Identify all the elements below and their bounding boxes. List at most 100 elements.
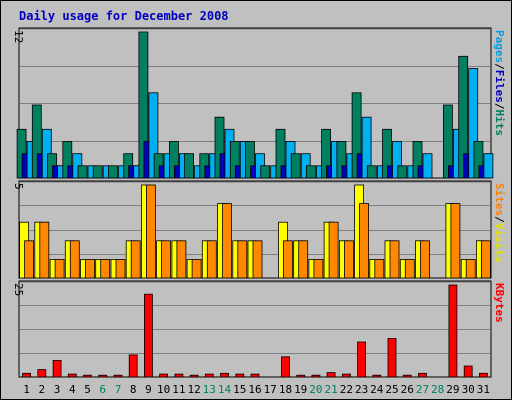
- bar-sites: [145, 184, 156, 279]
- bar-kbytes: [52, 359, 62, 378]
- bar-hits: [168, 141, 179, 179]
- bar-pages: [392, 141, 402, 179]
- y-axis-label-part: KBytes: [493, 283, 506, 323]
- bar-sites: [298, 240, 309, 279]
- bar-kbytes: [67, 373, 77, 378]
- bar-sites: [420, 240, 430, 279]
- bar-kbytes: [159, 373, 169, 378]
- x-tick-label: 16: [248, 383, 261, 396]
- x-tick-label: 30: [462, 383, 475, 396]
- bar-sites: [450, 203, 461, 279]
- x-tick-label: 10: [157, 383, 170, 396]
- bar-hits: [473, 141, 484, 179]
- bar-kbytes: [37, 369, 47, 378]
- bar-hits: [108, 165, 118, 179]
- bar-sites: [222, 203, 232, 279]
- y-axis-label-part: /: [493, 216, 506, 223]
- bar-sites: [130, 240, 141, 279]
- bar-pages: [148, 92, 159, 179]
- bar-sites: [343, 240, 354, 279]
- bar-sites: [24, 240, 35, 279]
- y-axis-label-part: Pages: [493, 30, 506, 63]
- bar-sites: [115, 258, 126, 279]
- y-max-label: 25: [12, 283, 25, 296]
- x-tick-label: 22: [340, 383, 353, 396]
- x-tick-label: 20: [309, 383, 322, 396]
- y-axis-label-part: Visits: [493, 223, 506, 263]
- x-tick-label: 14: [218, 383, 232, 396]
- bar-kbytes: [174, 373, 184, 378]
- bar-sites: [176, 240, 187, 279]
- bar-kbytes: [326, 372, 336, 378]
- bar-kbytes: [250, 373, 260, 378]
- x-tick-label: 3: [54, 383, 61, 396]
- y-max-label: 12: [12, 30, 25, 43]
- panel-visits-sites: 5 Sites/Visits: [12, 180, 506, 279]
- x-tick-label: 7: [115, 383, 122, 396]
- bar-kbytes: [341, 373, 351, 378]
- bar-hits: [31, 104, 42, 179]
- x-tick-label: 25: [385, 383, 398, 396]
- chart-title: Daily usage for December 2008: [19, 9, 229, 23]
- bar-sites: [161, 240, 172, 279]
- bar-hits: [382, 128, 392, 179]
- bar-hits: [321, 128, 332, 179]
- bar-kbytes: [387, 337, 397, 378]
- panel-hits-files-pages: 12 Pages/Files/Hits: [12, 27, 506, 179]
- bar-sites: [39, 221, 50, 279]
- bar-hits: [77, 165, 88, 179]
- panel-kbytes: 25 KBytes: [12, 280, 506, 378]
- bar-hits: [229, 141, 240, 179]
- y-max-label: 5: [12, 183, 25, 190]
- bar-hits: [184, 153, 195, 179]
- bar-hits: [366, 165, 377, 179]
- x-tick-label: 28: [431, 383, 444, 396]
- bar-sites: [191, 258, 202, 279]
- bar-sites: [283, 240, 293, 279]
- bar-hits: [214, 116, 225, 179]
- bar-hits: [336, 141, 347, 179]
- y-axis-label-part: Files: [493, 70, 506, 103]
- bar-kbytes: [204, 373, 214, 378]
- bar-hits: [290, 153, 301, 179]
- y-axis-label-part: Hits: [493, 110, 506, 137]
- bar-pages: [361, 116, 372, 179]
- x-tick-label: 21: [324, 383, 337, 396]
- bar-kbytes: [128, 354, 138, 378]
- y-axis-label-part: Sites: [493, 183, 506, 216]
- bar-hits: [275, 128, 286, 179]
- bar-sites: [328, 221, 339, 279]
- bar-sites: [252, 240, 263, 279]
- bar-hits: [245, 141, 255, 179]
- x-tick-label: 29: [446, 383, 459, 396]
- bar-kbytes: [22, 372, 32, 378]
- bar-hits: [138, 31, 149, 179]
- x-tick-label: 9: [145, 383, 152, 396]
- bar-pages: [483, 153, 494, 179]
- y-axis-label-part: /: [493, 103, 506, 110]
- x-tick-label: 27: [416, 383, 429, 396]
- bar-kbytes: [311, 374, 321, 378]
- bar-kbytes: [372, 374, 382, 378]
- bar-pages: [468, 68, 479, 179]
- bar-sites: [480, 240, 491, 279]
- x-axis-labels: 1 2 3 4 5 6 7 8 9 10 11 12 13 14 15 16 17 18 19 20 21 22 23 24 2…: [23, 383, 490, 396]
- x-tick-label: 31: [477, 383, 490, 396]
- bar-hits: [92, 165, 103, 179]
- bar-sites: [100, 258, 111, 279]
- bar-hits: [412, 141, 423, 179]
- y-axis-label: Sites/Visits: [493, 183, 506, 263]
- bar-sites: [465, 258, 476, 279]
- bar-kbytes: [189, 374, 199, 378]
- x-tick-label: 1: [23, 383, 30, 396]
- bar-sites: [389, 240, 400, 279]
- bar-sites: [54, 258, 65, 279]
- x-tick-label: 15: [233, 383, 246, 396]
- y-axis-label-part: /: [493, 63, 506, 70]
- bar-hits: [397, 165, 408, 179]
- x-tick-label: 6: [99, 383, 106, 396]
- y-axis-label: KBytes: [493, 283, 506, 323]
- x-tick-label: 24: [370, 383, 384, 396]
